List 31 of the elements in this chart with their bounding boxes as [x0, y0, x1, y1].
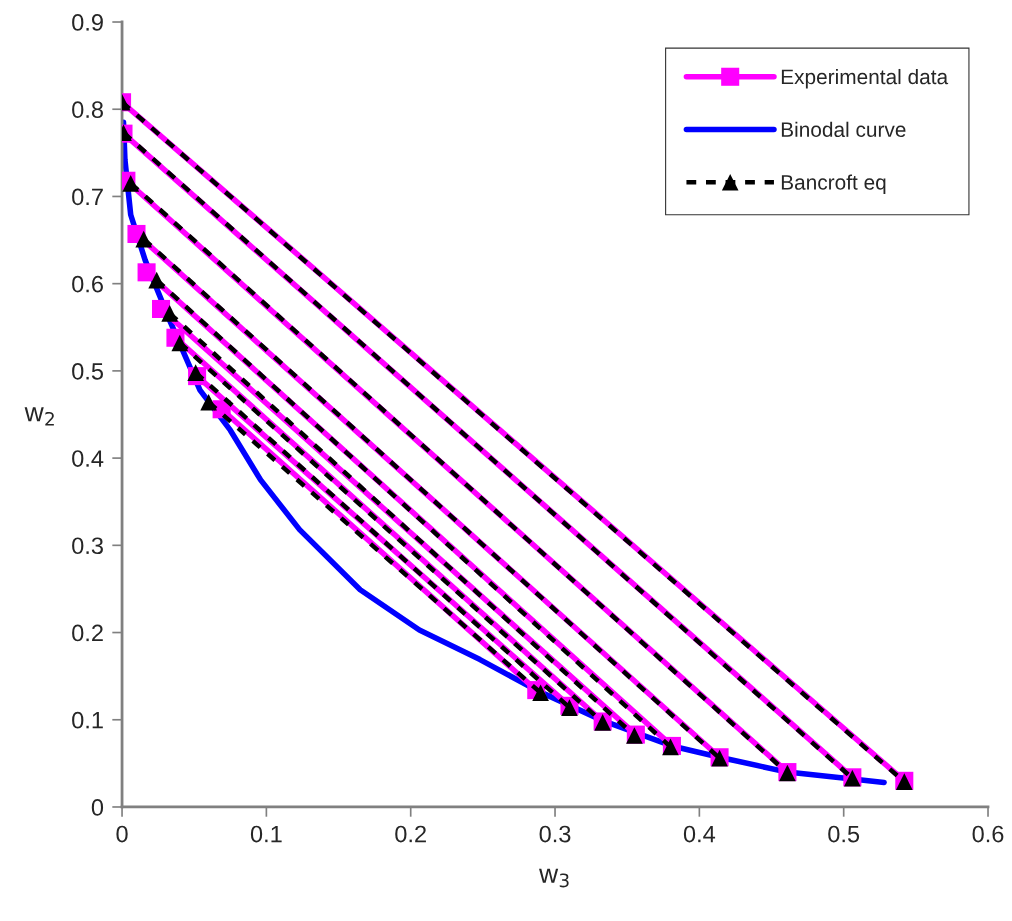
point	[532, 684, 549, 702]
y-tick-label: 0.6	[72, 275, 103, 293]
point	[161, 304, 179, 322]
point	[200, 393, 217, 411]
x-axis-title: w$_{3}$	[539, 868, 569, 888]
point	[171, 334, 189, 352]
legend-label: Experimental data	[781, 68, 949, 89]
x-tick-label: 0.4	[683, 825, 716, 843]
point	[137, 263, 156, 282]
legend-label: Bancroft eq	[781, 174, 886, 194]
y-tick-label: 0.9	[72, 14, 103, 31]
point	[187, 364, 204, 381]
x-tick-label: 0.5	[828, 825, 860, 843]
y-tick-label: 0.2	[72, 624, 103, 642]
x-tick-label: 0.3	[539, 825, 571, 843]
point	[122, 175, 140, 192]
y-tick-label: 0.3	[72, 537, 103, 555]
point	[135, 230, 153, 248]
y-tick-label: 0.5	[72, 362, 103, 380]
y-tick-label: 0.4	[72, 450, 104, 467]
x-tick-label: 0.6	[972, 825, 1004, 843]
y-tick-label: 0.8	[72, 101, 103, 119]
y-axis-title: w$_{2}$	[24, 407, 54, 426]
y-tick-label: 0.7	[72, 188, 103, 206]
point	[148, 271, 166, 289]
x-tick-label: 0.2	[395, 825, 426, 843]
x-tick-label: 0	[116, 825, 128, 843]
y-tick-label: 0.1	[72, 711, 103, 729]
legend-label: Binodal curve	[781, 121, 906, 138]
x-tick-label: 0.1	[250, 825, 282, 843]
y-tick-label: 0	[91, 799, 104, 816]
